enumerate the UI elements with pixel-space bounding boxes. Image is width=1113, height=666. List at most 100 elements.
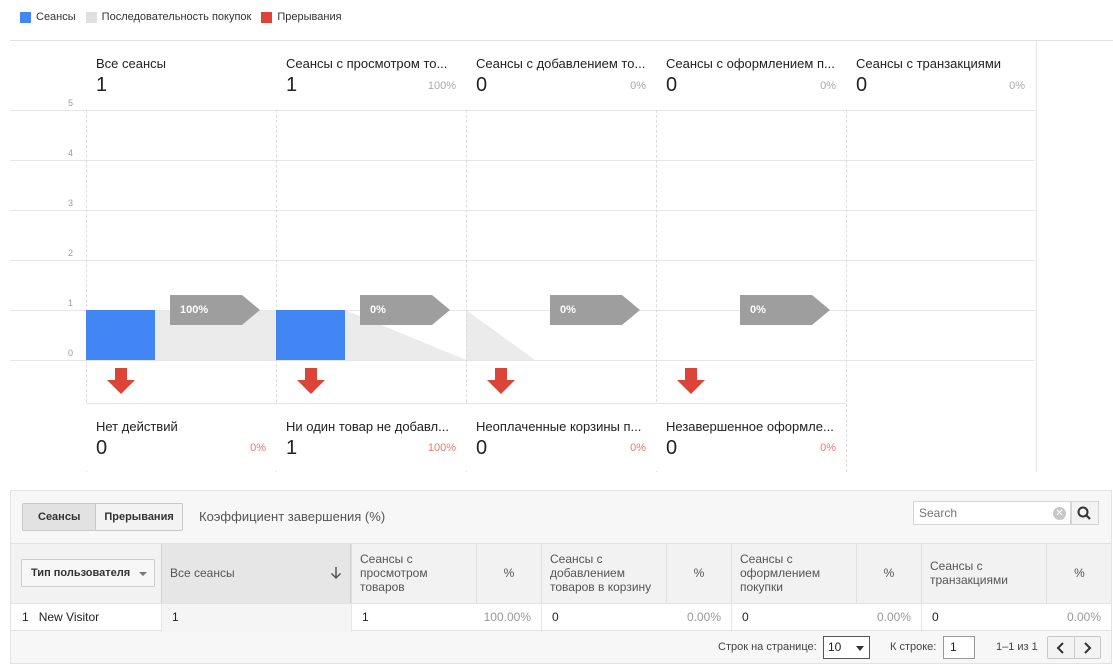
cell-view: 1 [351, 604, 476, 632]
stage-value: 1 [96, 74, 108, 96]
prev-page-button[interactable] [1048, 637, 1074, 658]
search-input[interactable] [914, 502, 1044, 524]
legend-swatch-sessions [20, 11, 31, 23]
chip-shape [170, 295, 260, 325]
th-checkout-pct[interactable]: % [856, 544, 921, 604]
dropdown-caret-icon [856, 646, 864, 651]
chart-legend: Сеансы Последовательность покупок Прерыв… [20, 10, 352, 24]
stage-value: 1 [286, 74, 298, 96]
column-separator [846, 40, 847, 472]
legend-swatch-abandon [261, 11, 273, 23]
rows-per-page-select[interactable]: 10 [823, 636, 870, 659]
legend-sessions: Сеансы [20, 11, 76, 23]
tab-abandonment[interactable]: Прерывания [104, 511, 174, 523]
stage-title: Сеансы с добавлением то... [476, 56, 646, 71]
th-add-pct[interactable]: % [666, 544, 731, 604]
drop-arrow-icon[interactable] [677, 368, 705, 394]
abandon-title: Нет действий [96, 419, 178, 434]
abandon-percent: 0% [250, 442, 266, 454]
abandon-title: Неоплаченные корзины п... [476, 419, 642, 434]
goto-row-input[interactable]: 1 [943, 636, 975, 659]
stage-card-checkout[interactable]: Сеансы с оформлением п... 0 0% [656, 41, 846, 109]
th-view-pct[interactable]: % [476, 544, 541, 604]
shopping-funnel-chart: 0 1 2 3 4 5 Все сеансы 1 Сеансы с просмотром … [10, 40, 1113, 473]
stage-card-add[interactable]: Сеансы с добавлением то... 0 0% [466, 41, 656, 109]
legend-abandon: Прерывания [261, 11, 342, 23]
abandon-percent: 100% [427, 442, 456, 454]
column-separator [276, 40, 277, 472]
th-tx-pct[interactable]: % [1046, 544, 1112, 604]
table-toolbar: Сеансы Прерывания Коэффициент завершения… [11, 491, 1111, 543]
cell-add: 0 [541, 604, 666, 632]
continuation-chip[interactable]: 0% [740, 295, 830, 325]
th-add-sessions[interactable]: Сеансы с добавлением товаров в корзину [541, 544, 666, 604]
dropdown-caret-icon [139, 572, 147, 576]
stage-percent: 0% [820, 80, 836, 92]
chevron-right-icon [1084, 641, 1092, 654]
gridline [10, 210, 1035, 211]
drop-arrow-icon[interactable] [107, 368, 135, 394]
cell-checkout: 0 [731, 604, 856, 632]
search-icon [1077, 506, 1091, 520]
continuation-chip[interactable]: 0% [360, 295, 450, 325]
column-separator [86, 40, 87, 472]
tab-sessions[interactable]: Сеансы [23, 504, 97, 530]
stage-percent: 0% [1009, 80, 1025, 92]
column-separator [1036, 40, 1037, 472]
stage-percent: 0% [630, 80, 646, 92]
table-header: Тип пользователя Все сеансы Сеансы с про… [11, 543, 1112, 604]
stage-value: 0 [666, 74, 678, 96]
chip-shape [550, 295, 640, 325]
abandon-card-checkout[interactable]: Незавершенное оформле... 0 0% [656, 403, 846, 471]
gridline [10, 310, 1035, 311]
funnel-flow-tail [466, 310, 535, 360]
th-all-sessions[interactable]: Все сеансы [161, 544, 351, 604]
stage-card-all[interactable]: Все сеансы 1 [86, 41, 276, 109]
rows-per-page-label: Строк на странице: [718, 641, 817, 653]
clear-icon[interactable]: ✕ [1053, 507, 1066, 520]
funnel-bar[interactable] [276, 310, 345, 360]
dimension-label: Тип пользователя [31, 567, 131, 579]
pagination-bar: Строк на странице: 10 К строке: 1 1–1 из… [11, 631, 1111, 664]
drop-arrow-icon[interactable] [297, 368, 325, 394]
th-transactions[interactable]: Сеансы с транзакциями [921, 544, 1046, 604]
page-nav [1047, 636, 1101, 659]
chip-label: 0% [560, 304, 576, 316]
search-button[interactable] [1071, 501, 1099, 525]
completion-rate-label[interactable]: Коэффициент завершения (%) [199, 509, 386, 524]
abandon-value: 1 [286, 437, 298, 459]
legend-label-sessions: Сеансы [36, 11, 76, 23]
rows-per-page-value: 10 [828, 640, 842, 654]
y-tick-label: 2 [68, 248, 74, 258]
th-dimension: Тип пользователя [11, 544, 161, 604]
chip-shape [360, 295, 450, 325]
th-label: Все сеансы [170, 566, 235, 580]
stage-title: Сеансы с оформлением п... [666, 56, 835, 71]
th-view-sessions[interactable]: Сеансы с просмотром товаров [351, 544, 476, 604]
th-checkout-sessions[interactable]: Сеансы с оформлением покупки [731, 544, 856, 604]
legend-funnel: Последовательность покупок [85, 11, 252, 23]
funnel-bar[interactable] [86, 310, 155, 360]
stage-title: Сеансы с просмотром то... [286, 56, 448, 71]
abandon-value: 0 [476, 437, 488, 459]
drop-arrow-icon[interactable] [487, 368, 515, 394]
abandon-card-no-add[interactable]: Ни один товар не добавл... 1 100% [276, 403, 466, 471]
row-name[interactable]: New Visitor [38, 610, 100, 624]
continuation-chip[interactable]: 100% [170, 295, 260, 325]
stage-value: 0 [856, 74, 868, 96]
next-page-button[interactable] [1073, 637, 1100, 658]
legend-label-abandon: Прерывания [277, 11, 342, 23]
stage-card-transactions[interactable]: Сеансы с транзакциями 0 0% [846, 41, 1035, 109]
legend-label-funnel: Последовательность покупок [101, 11, 252, 23]
chip-shape [740, 295, 830, 325]
abandon-value: 0 [96, 437, 108, 459]
chip-label: 0% [750, 304, 766, 316]
continuation-chip[interactable]: 0% [550, 295, 640, 325]
gridline [10, 260, 1035, 261]
abandon-card-no-action[interactable]: Нет действий 0 0% [86, 403, 276, 471]
row-index: 1 [22, 610, 29, 624]
abandon-card-cart[interactable]: Неоплаченные корзины п... 0 0% [466, 403, 656, 471]
column-separator [466, 40, 467, 472]
dimension-selector[interactable]: Тип пользователя [21, 559, 155, 587]
stage-card-view[interactable]: Сеансы с просмотром то... 1 100% [276, 41, 466, 109]
